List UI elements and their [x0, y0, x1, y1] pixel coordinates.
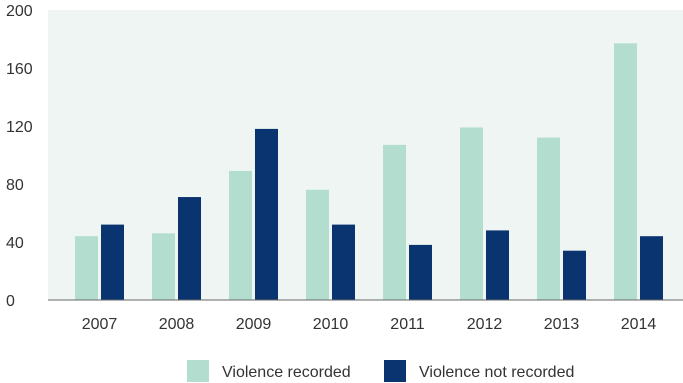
- legend-swatch-violence-not-recorded: [384, 360, 406, 382]
- bars: [75, 43, 663, 300]
- y-tick-label: 0: [6, 293, 15, 310]
- bar-violence-not-recorded-2013: [563, 250, 586, 300]
- legend-label-violence-recorded: Violence recorded: [222, 364, 351, 381]
- bar-violence-not-recorded-2012: [486, 230, 509, 300]
- y-tick-label: 160: [6, 61, 33, 78]
- x-tick-label: 2014: [621, 316, 657, 333]
- x-tick-label: 2009: [236, 316, 272, 333]
- bar-violence-not-recorded-2007: [101, 224, 124, 300]
- y-tick-label: 40: [6, 235, 24, 252]
- x-tick-label: 2011: [390, 316, 425, 333]
- plot-background: [48, 10, 683, 300]
- x-tick-label: 2012: [467, 316, 503, 333]
- legend: Violence recorded Violence not recorded: [187, 360, 574, 382]
- bar-violence-recorded-2008: [152, 233, 175, 300]
- x-tick-label: 2010: [313, 316, 349, 333]
- y-axis-tick-labels: 0 40 80 120 160 200: [6, 3, 33, 310]
- bar-violence-not-recorded-2014: [640, 236, 663, 300]
- bar-violence-recorded-2012: [460, 127, 483, 300]
- x-tick-label: 2008: [159, 316, 195, 333]
- bar-violence-recorded-2007: [75, 236, 98, 300]
- x-tick-label: 2007: [82, 316, 118, 333]
- bar-violence-not-recorded-2008: [178, 197, 201, 300]
- y-tick-label: 200: [6, 3, 33, 20]
- bar-violence-not-recorded-2009: [255, 128, 278, 300]
- bar-violence-recorded-2013: [537, 137, 560, 300]
- y-tick-label: 80: [6, 177, 24, 194]
- bar-violence-not-recorded-2010: [332, 224, 355, 300]
- bar-violence-recorded-2011: [383, 144, 406, 300]
- bar-violence-recorded-2014: [614, 43, 637, 300]
- legend-swatch-violence-recorded: [187, 360, 209, 382]
- y-tick-label: 120: [6, 119, 33, 136]
- x-axis-tick-labels: 2007 2008 2009 2010 2011 2012 2013 2014: [82, 316, 657, 333]
- bar-violence-recorded-2010: [306, 189, 329, 300]
- bar-violence-recorded-2009: [229, 170, 252, 300]
- bar-violence-not-recorded-2011: [409, 244, 432, 300]
- x-tick-label: 2013: [544, 316, 580, 333]
- legend-label-violence-not-recorded: Violence not recorded: [419, 364, 574, 381]
